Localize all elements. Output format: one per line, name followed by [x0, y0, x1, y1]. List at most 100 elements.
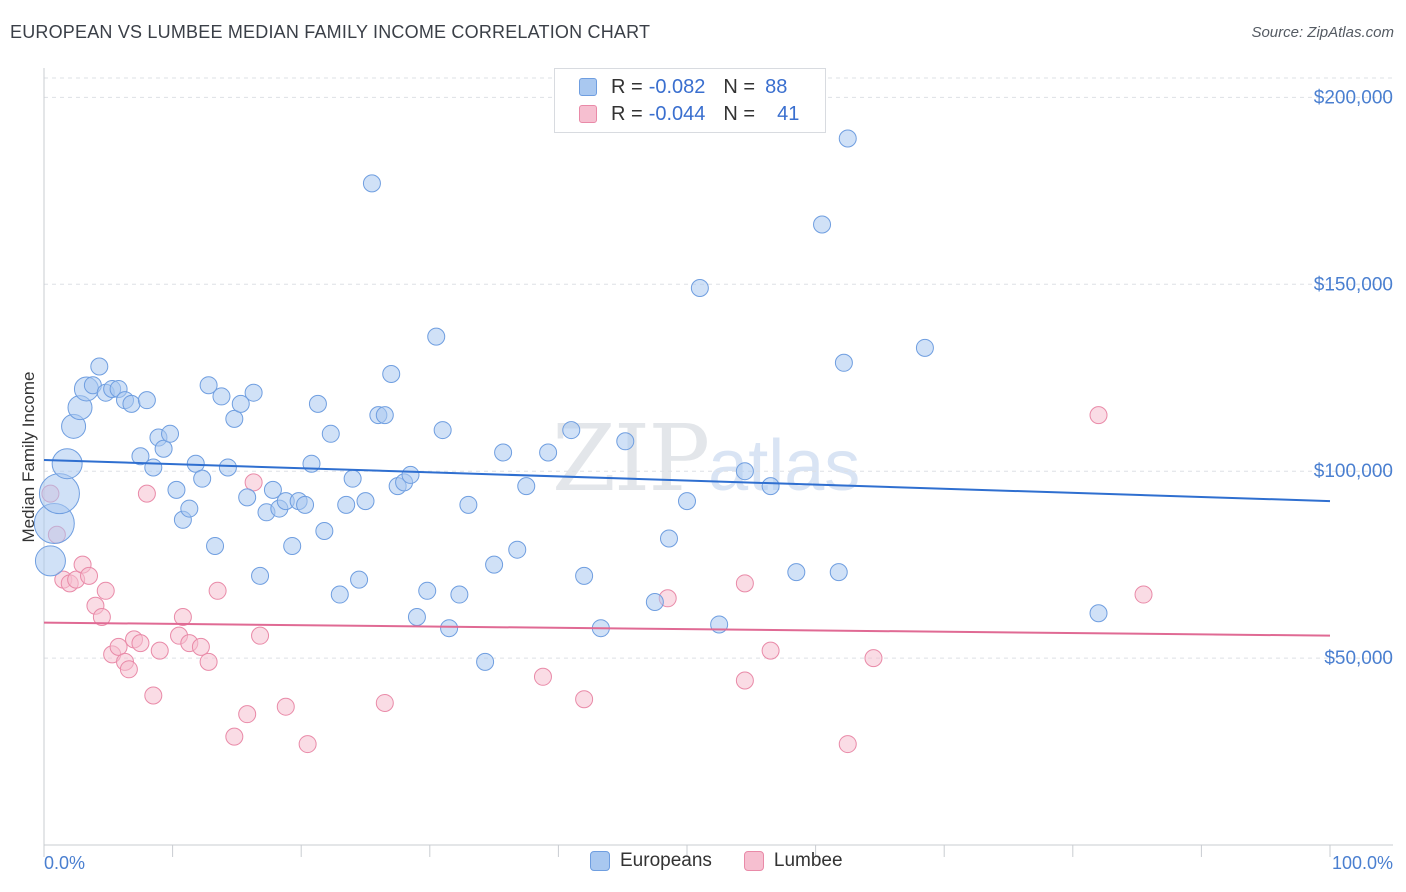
- europeans-point: [199, 376, 218, 395]
- europeans-point: [263, 480, 282, 499]
- legend-n-value: 88: [765, 75, 788, 98]
- lumbee-point: [251, 626, 270, 645]
- lumbee-point: [761, 641, 780, 660]
- y-tick-label: $50,000: [1324, 648, 1393, 669]
- lumbee-point: [735, 671, 754, 690]
- lumbee-trend-line: [43, 621, 1331, 637]
- chart-title: EUROPEAN VS LUMBEE MEDIAN FAMILY INCOME …: [10, 22, 651, 42]
- europeans-point: [407, 607, 426, 626]
- lumbee-point: [244, 473, 263, 492]
- lumbee-point: [137, 484, 156, 503]
- x-tick-label-right: 100.0%: [1332, 853, 1393, 873]
- legend-n-label: N =: [723, 102, 756, 125]
- europeans-point: [244, 383, 263, 402]
- europeans-point: [206, 536, 225, 555]
- lumbee-point: [1089, 406, 1108, 425]
- europeans-point: [375, 406, 394, 425]
- trend-lines: [43, 458, 1331, 637]
- lumbee-point: [864, 649, 883, 668]
- lumbee-point: [109, 637, 128, 656]
- europeans-point: [34, 545, 66, 577]
- europeans-point: [154, 439, 173, 458]
- legend-n-value: 41: [777, 102, 800, 125]
- axes: [43, 68, 1393, 857]
- europeans-point: [829, 563, 848, 582]
- europeans-point: [418, 581, 437, 600]
- lumbee-point: [208, 581, 227, 600]
- legend-row-europeans: R = -0.082 N = 88: [579, 74, 787, 100]
- lumbee-point: [735, 574, 754, 593]
- europeans-point: [231, 394, 250, 413]
- europeans-point: [356, 492, 375, 511]
- europeans-point: [144, 458, 163, 477]
- europeans-point: [678, 492, 696, 511]
- lumbee-point: [119, 660, 138, 679]
- europeans-point: [494, 443, 513, 462]
- europeans-point: [813, 215, 832, 234]
- legend-r-value: -0.044: [648, 102, 706, 125]
- europeans-point: [382, 365, 401, 383]
- europeans-point: [180, 499, 199, 518]
- lumbee-point: [375, 693, 394, 712]
- europeans-point: [735, 462, 754, 481]
- lumbee-label: Lumbee: [773, 850, 843, 871]
- lumbee-point: [191, 637, 210, 656]
- lumbee-point: [144, 686, 163, 705]
- europeans-point: [450, 585, 469, 604]
- europeans-point: [575, 566, 594, 585]
- lumbee-swatch: [743, 851, 764, 871]
- europeans-point: [433, 421, 452, 440]
- europeans-trend-line: [43, 458, 1331, 503]
- europeans-point: [218, 458, 237, 477]
- europeans-point: [51, 448, 83, 480]
- lumbee-point: [533, 667, 552, 686]
- europeans-point: [122, 394, 141, 413]
- europeans-point: [761, 477, 780, 496]
- europeans-point: [508, 540, 527, 559]
- europeans-point: [131, 447, 150, 466]
- legend-r-label: R =: [611, 75, 643, 98]
- europeans-point: [193, 469, 212, 488]
- y-tick-labels: $50,000 $100,000 $150,000 $200,000: [1314, 87, 1393, 669]
- europeans-point: [337, 495, 356, 514]
- y-tick-label: $150,000: [1314, 274, 1393, 295]
- europeans-swatch: [590, 851, 610, 871]
- europeans-point: [330, 585, 349, 604]
- lumbee-point: [1134, 585, 1153, 604]
- lumbee-point: [225, 727, 244, 746]
- europeans-points: [33, 129, 1108, 671]
- europeans-point: [690, 279, 709, 298]
- europeans-point: [212, 387, 231, 406]
- europeans-point: [90, 357, 109, 376]
- europeans-point: [517, 477, 536, 496]
- europeans-point: [401, 465, 420, 484]
- legend-item-europeans: Europeans: [590, 850, 712, 872]
- europeans-point: [137, 391, 156, 410]
- europeans-point: [283, 536, 302, 555]
- gridlines: [44, 77, 1393, 659]
- lumbee-point: [199, 652, 218, 671]
- lumbee-point: [80, 566, 99, 585]
- europeans-point: [616, 432, 635, 451]
- europeans-point: [350, 570, 369, 589]
- lumbee-point: [298, 735, 317, 754]
- lumbee-point: [96, 581, 115, 600]
- europeans-point: [562, 421, 581, 440]
- europeans-point: [238, 488, 257, 507]
- europeans-point: [321, 424, 340, 443]
- europeans-point: [485, 555, 504, 574]
- europeans-point: [38, 473, 80, 515]
- y-tick-label: $200,000: [1314, 87, 1393, 108]
- lumbee-point: [838, 735, 857, 754]
- legend-swatch-lumbee: [579, 105, 597, 123]
- legend-swatch-europeans: [579, 78, 597, 96]
- europeans-point: [787, 563, 806, 582]
- lumbee-point: [173, 607, 192, 626]
- europeans-point: [308, 394, 327, 413]
- y-tick-label: $100,000: [1314, 461, 1393, 482]
- europeans-point: [539, 443, 558, 462]
- europeans-point: [459, 495, 478, 514]
- lumbee-point: [92, 607, 111, 626]
- lumbee-point: [276, 697, 295, 716]
- europeans-point: [225, 409, 244, 428]
